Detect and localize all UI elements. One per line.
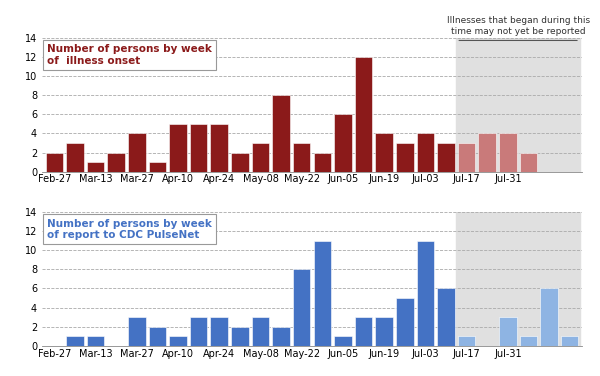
Bar [334, 114, 352, 172]
Bar [87, 162, 104, 172]
Bar [314, 153, 331, 172]
Bar [520, 337, 537, 346]
Bar [478, 133, 496, 172]
Bar [314, 241, 331, 346]
Bar [66, 337, 84, 346]
Bar [231, 153, 248, 172]
Bar [540, 288, 558, 346]
Bar [66, 143, 84, 172]
Bar [169, 337, 187, 346]
Bar [376, 317, 393, 346]
Bar [169, 124, 187, 172]
Bar [458, 143, 475, 172]
Bar [128, 133, 146, 172]
Bar [190, 124, 208, 172]
Bar [149, 162, 166, 172]
Bar [252, 143, 269, 172]
Bar [437, 143, 455, 172]
Bar [561, 337, 578, 346]
Bar [456, 38, 580, 172]
Bar [396, 298, 413, 346]
Bar [252, 317, 269, 346]
Bar [334, 337, 352, 346]
Bar [293, 143, 310, 172]
Bar [376, 133, 393, 172]
Bar [456, 212, 580, 346]
Bar [107, 153, 125, 172]
Bar [437, 288, 455, 346]
Bar [458, 337, 475, 346]
Bar [416, 241, 434, 346]
Text: Number of persons by week
of  illness onset: Number of persons by week of illness ons… [47, 44, 212, 66]
Bar [46, 153, 63, 172]
Bar [499, 317, 517, 346]
Bar [149, 327, 166, 346]
Bar [272, 95, 290, 172]
Text: Illnesses that began during this
time may not yet be reported: Illnesses that began during this time ma… [446, 16, 590, 36]
Bar [211, 124, 228, 172]
Bar [231, 327, 248, 346]
Bar [211, 317, 228, 346]
Bar [355, 57, 372, 172]
Text: Number of persons by week
of report to CDC PulseNet: Number of persons by week of report to C… [47, 218, 212, 240]
Bar [396, 143, 413, 172]
Bar [272, 327, 290, 346]
Bar [355, 317, 372, 346]
Bar [128, 317, 146, 346]
Bar [520, 153, 537, 172]
Bar [499, 133, 517, 172]
Bar [293, 269, 310, 346]
Bar [87, 337, 104, 346]
Bar [416, 133, 434, 172]
Bar [190, 317, 208, 346]
